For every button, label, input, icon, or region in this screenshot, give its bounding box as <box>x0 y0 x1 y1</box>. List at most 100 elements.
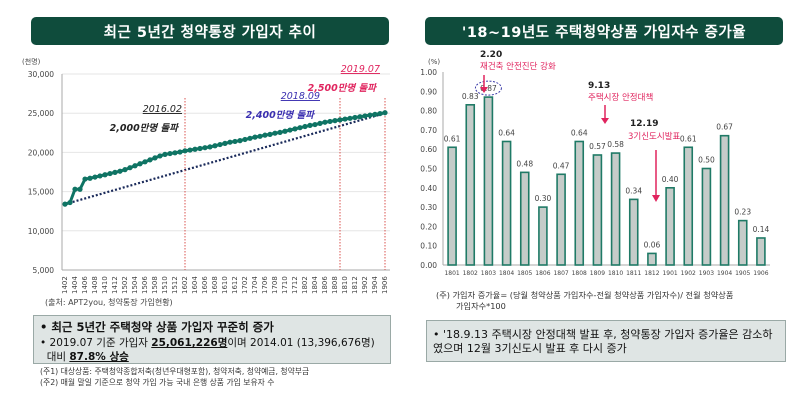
bar-value-label: 0.64 <box>571 128 588 137</box>
bar <box>538 206 548 266</box>
note-line-2: 가입자수*100 <box>456 301 506 311</box>
bar-value-label: 0.64 <box>498 128 515 137</box>
y-tick-label: 5,000 <box>33 266 55 275</box>
x-tick-label: 1805 <box>517 270 532 277</box>
x-tick-label: 1902 <box>361 276 369 294</box>
annotation-arrow-head <box>652 195 660 202</box>
bar-value-label: 0.48 <box>516 159 533 168</box>
summary-bullet-2: • 2019.07 기준 가입자 25,061,226명이며 2014.01 (… <box>40 336 390 364</box>
x-tick-label: 1803 <box>481 270 496 277</box>
x-tick-label: 1810 <box>608 270 623 277</box>
data-point <box>62 201 68 207</box>
data-point <box>97 173 103 179</box>
annotation-arrow-head <box>480 87 488 93</box>
y-axis-unit: (%) <box>428 58 440 66</box>
bar <box>737 219 748 266</box>
y-axis-unit: (천명) <box>22 57 41 66</box>
annotation-date: 12.19 <box>630 119 658 129</box>
bar-value-label: 0.34 <box>625 186 642 195</box>
y-tick-label: 0.00 <box>420 261 437 270</box>
bar-value-label: 0.40 <box>662 175 679 184</box>
x-tick-label: 1812 <box>644 270 659 277</box>
x-tick-label: 1606 <box>201 276 209 294</box>
data-point <box>207 144 213 150</box>
x-tick-label: 1602 <box>181 276 189 294</box>
bar-value-label: 0.14 <box>753 225 770 234</box>
data-point <box>157 153 163 159</box>
x-tick-label: 1704 <box>251 276 259 294</box>
x-tick-label: 1903 <box>699 270 714 277</box>
data-point <box>152 155 158 161</box>
footnotes: (주1) 대상상품: 주택청약종합저축(청년우대형포함), 청약저축, 청약예금… <box>40 366 309 388</box>
annotation-text: 재건축 안전진단 강화 <box>480 61 556 72</box>
x-tick-label: 1702 <box>241 276 249 294</box>
annotation-date: 2016.02 <box>143 104 182 115</box>
bar <box>556 173 566 266</box>
line-chart: (천명) 5,000 10,000 15,000 20,000 25,000 30,000 1… <box>22 57 390 294</box>
data-point <box>257 133 263 139</box>
data-point <box>292 126 298 132</box>
footnote-1: (주1) 대상상품: 주택청약종합저축(청년우대형포함), 청약저축, 청약예금… <box>40 367 310 376</box>
x-tick-label: 1608 <box>211 276 219 294</box>
trend-line <box>64 112 386 206</box>
bar-value-label: 0.57 <box>589 142 606 151</box>
data-point <box>357 114 363 120</box>
x-tick-label: 1406 <box>81 276 89 294</box>
data-point <box>322 119 328 125</box>
bar <box>756 237 766 266</box>
x-tick-label: 1412 <box>111 276 119 294</box>
note-line-1: (주) 가입자 증가율= (당월 청약상품 가입자수-전월 청약상품 가입자수)… <box>436 290 734 300</box>
data-point <box>217 141 223 148</box>
x-tick-label: 1410 <box>101 276 109 294</box>
data-point <box>307 122 313 128</box>
data-point <box>287 127 293 133</box>
chart-source: (출처: APT2you, 청약통장 가입현황) <box>45 298 173 307</box>
bar <box>610 152 621 266</box>
data-point <box>262 132 268 138</box>
y-tick-label: 0.60 <box>420 145 437 154</box>
data-point <box>117 168 123 174</box>
data-point <box>252 134 258 140</box>
x-tick-label: 1706 <box>261 276 269 294</box>
right-summary-box: • '18.9.13 주택시장 안정대책 발표 후, 청약통장 가입자 증가율은… <box>426 320 786 362</box>
bar-value-label: 0.30 <box>535 194 552 203</box>
data-point <box>267 131 273 137</box>
data-point <box>367 112 373 118</box>
x-tick-label: 1809 <box>590 270 605 277</box>
data-point <box>372 111 378 117</box>
x-tick-label: 1806 <box>321 276 329 294</box>
data-point <box>102 172 108 178</box>
annotation-text: 2,500만명 돌파 <box>308 82 378 94</box>
growth-rate: 87.8% 상승 <box>69 351 129 363</box>
x-tick-label: 1811 <box>626 270 641 277</box>
x-tick-label: 1901 <box>662 270 677 277</box>
y-tick-label: 1.00 <box>420 68 437 77</box>
x-tick-label: 1506 <box>141 276 149 294</box>
bar-value-label: 0.50 <box>698 156 715 165</box>
x-tick-label: 1808 <box>331 276 339 294</box>
data-point <box>237 138 243 144</box>
data-point <box>177 149 183 155</box>
data-point <box>72 186 78 192</box>
data-point <box>87 175 93 181</box>
data-point <box>377 110 383 117</box>
x-tick-label: 1712 <box>291 276 299 294</box>
data-point <box>202 145 208 151</box>
subscriber-count: 25,061,226명 <box>151 337 228 349</box>
right-summary-text: • '18.9.13 주택시장 안정대책 발표 후, 청약통장 가입자 증가율은… <box>433 328 773 355</box>
bar <box>519 171 530 266</box>
data-point <box>82 176 88 182</box>
x-tick-label: 1904 <box>371 276 379 294</box>
data-point <box>67 199 73 206</box>
y-tick-label: 0.30 <box>420 203 437 212</box>
data-point <box>197 145 203 152</box>
x-tick-label: 1906 <box>381 276 389 294</box>
y-tick-label: 0.10 <box>420 242 437 251</box>
x-tick-label: 1804 <box>499 270 514 277</box>
bar <box>483 96 494 266</box>
y-tick-label: 15,000 <box>28 188 54 197</box>
x-tick-label: 1904 <box>717 270 732 277</box>
bar <box>574 140 585 266</box>
y-tick-label: 0.20 <box>420 222 437 231</box>
data-point <box>107 170 113 177</box>
